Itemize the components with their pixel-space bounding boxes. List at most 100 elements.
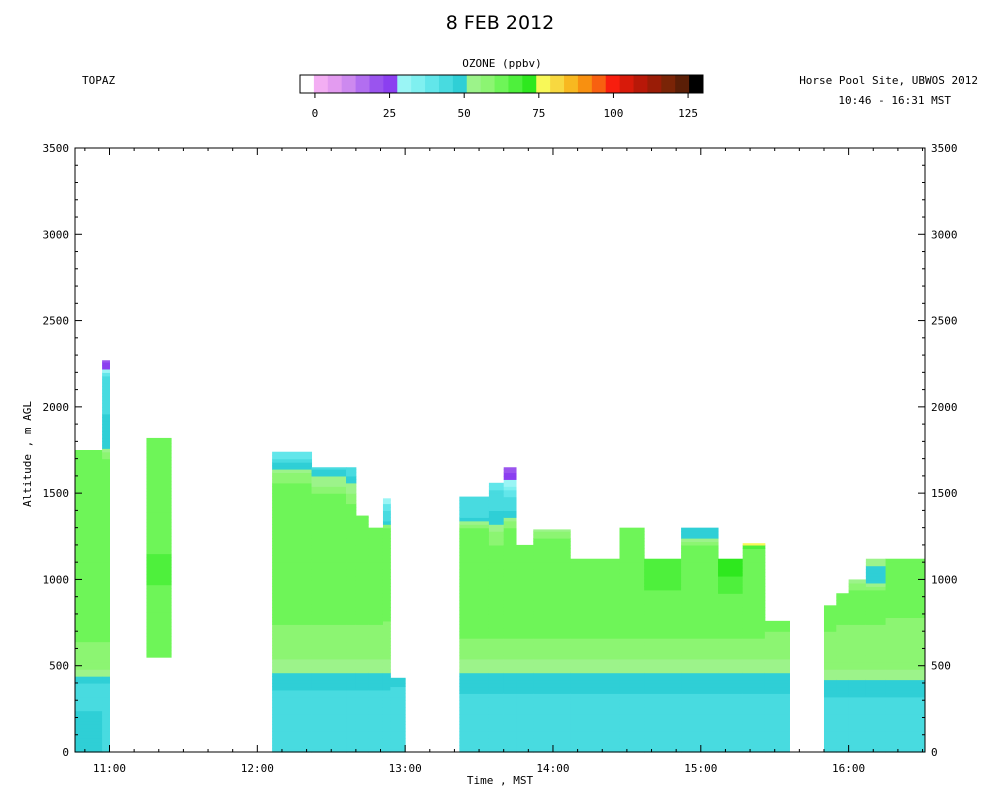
ozone-cell [823,605,837,608]
ozone-cell [865,589,887,594]
ozone-cell [644,648,682,653]
ozone-cell [459,658,490,663]
ozone-cell [346,714,357,719]
ozone-cell [848,703,867,708]
ozone-cell [823,696,837,701]
ozone-cell [865,655,887,660]
ozone-cell [503,603,517,608]
ozone-cell [311,479,347,484]
ozone-cell [346,524,357,529]
ozone-cell [885,662,926,667]
ozone-cell [346,682,357,688]
ozone-cell [742,724,766,729]
ozone-cell [570,586,620,591]
ozone-cell [533,551,571,556]
ozone-cell [146,505,172,510]
ozone-cell [503,682,517,688]
ozone-cell [368,727,384,732]
ozone-cell [355,638,369,643]
ozone-cell [681,620,719,625]
ozone-cell [346,727,357,732]
ozone-cell [644,641,682,646]
y-tick-label-right: 2500 [931,315,958,328]
ozone-cell [503,579,517,584]
ozone-cell [681,714,719,719]
ozone-cell [346,589,357,594]
ozone-cell [311,710,347,715]
ozone-cell [346,634,357,639]
ozone-cell [311,551,347,556]
ozone-cell [836,658,850,663]
ozone-cell [102,631,110,636]
ozone-cell [848,662,867,667]
ozone-cell [368,562,384,567]
ozone-cell [865,669,887,674]
ozone-cell [836,596,850,601]
ozone-cell [503,503,517,508]
ozone-cell [533,731,571,736]
ozone-cell [764,679,790,684]
ozone-cell [272,589,313,594]
ozone-cell [459,648,490,653]
ozone-cell [311,527,347,532]
ozone-cell [742,658,766,663]
ozone-cell [459,734,490,739]
ozone-cell [516,731,534,736]
ozone-cell [488,544,505,549]
ozone-cell [885,693,926,698]
ozone-cell [570,738,620,743]
ozone-cell [718,613,744,618]
ozone-cell [311,503,347,508]
ozone-cell [355,515,369,518]
ozone-cell [382,613,391,618]
colorbar-tick-label: 100 [604,107,624,120]
ozone-cell [355,558,369,563]
ozone-cell [823,748,837,753]
ozone-cell [382,562,391,567]
ozone-cell [102,745,110,750]
ozone-cell [272,569,313,574]
ozone-cell [516,638,534,643]
ozone-cell [865,724,887,729]
y-tick-label-right: 1000 [931,573,958,586]
ozone-cell [848,665,867,670]
ozone-cell [619,672,645,677]
ozone-cell [570,689,620,694]
ozone-cell [75,486,103,491]
ozone-cell [102,575,110,581]
ozone-cell [742,734,766,739]
ozone-cell [311,489,347,494]
ozone-cell [382,720,391,725]
ozone-cell [836,696,850,701]
ozone-cell [823,714,837,719]
ozone-cell [681,558,719,563]
colorbar-title: OZONE (ppbv) [462,57,542,70]
ozone-cell [533,669,571,674]
ozone-cell [459,720,490,725]
ozone-cell [488,569,505,574]
ozone-cell [355,714,369,719]
ozone-cell [681,679,719,684]
ozone-cell [865,607,887,612]
ozone-cell [355,531,369,536]
ozone-profile [533,529,571,753]
ozone-cell [836,593,850,598]
ozone-cell [865,610,887,615]
ozone-cell [272,655,313,660]
ozone-cell [459,534,490,539]
ozone-cell [272,465,313,470]
ozone-profile [865,558,887,753]
ozone-cell [102,700,110,705]
ozone-cell [311,700,347,705]
x-axis-title: Time , MST [467,774,534,787]
ozone-cell [368,648,384,653]
ozone-cell [644,693,682,698]
ozone-cell [503,527,517,532]
ozone-cell [570,631,620,636]
ozone-cell [355,600,369,605]
ozone-cell [346,662,357,667]
ozone-cell [382,731,391,736]
ozone-cell [823,741,837,746]
ozone-cell [570,634,620,639]
ozone-cell [503,468,517,474]
